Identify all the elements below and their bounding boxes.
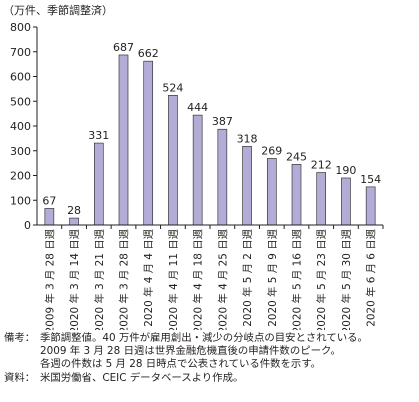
bar [242,145,252,226]
y-axis-unit-label: （万件、季節調整済） [3,3,113,17]
x-tick-label: 2009 年 3 月 28 日週 [43,228,56,330]
bar [217,128,228,226]
bar [291,164,302,226]
data-label: 212 [311,159,332,172]
data-label: 387 [212,115,233,128]
bar [192,114,203,226]
note-text: 2009 年 3 月 28 日週は世界金融危機直後の申請件数のピーク。 [40,345,341,358]
x-tick-label: 2020 年 3 月 28 日週 [118,228,131,330]
source-row: 資料： 米国労働省、CEIC データベースより作成。 [4,372,416,385]
note-row: 備考： 季節調整値。40 万件が雇用創出・減少の分岐点の目安とされている。 [4,332,416,345]
bar [341,177,351,226]
x-tick-label: 2020 年 4 月 4 日週 [142,228,155,326]
bar [168,95,178,226]
note-row: 各週の件数は 5 月 28 日時点で公表されている件数を示す。 [4,358,416,371]
y-tick-label: 400 [10,120,31,133]
bar [365,186,376,226]
data-label: 28 [67,204,81,217]
x-tick-label: 2020 年 4 月 11 日週 [167,228,180,330]
x-tick-label: 2020 年 5 月 9 日週 [266,228,279,326]
y-tick-label: 300 [10,145,31,158]
data-label: 524 [162,81,183,94]
data-label: 154 [360,173,381,186]
data-label: 662 [138,47,159,60]
bar [69,217,79,226]
note-label [4,358,40,371]
y-axis: 0 100 200 300 400 500 600 700 800 [10,21,37,232]
x-tick-label: 2020 年 5 月 30 日週 [340,228,353,330]
source-label: 資料： [4,371,36,384]
y-tick-label: 500 [10,95,31,108]
x-tick-label: 2020 年 4 月 18 日週 [192,228,205,330]
note-text: 季節調整値。40 万件が雇用創出・減少の分岐点の目安とされている。 [40,332,368,344]
bar-chart: （万件、季節調整済） 0 100 200 300 400 500 600 700 800 67 2… [3,3,384,330]
bar [266,158,277,226]
note-label [4,345,40,358]
note-row: 2009 年 3 月 28 日週は世界金融危機直後の申請件数のピーク。 [4,345,416,358]
data-label: 318 [237,132,258,145]
x-tick-label: 2020 年 3 月 21 日週 [93,228,106,330]
data-label: 687 [113,41,134,54]
bar [143,60,154,226]
bar [118,54,129,226]
data-label: 444 [187,101,208,114]
source-text: 米国労働省、CEIC データベースより作成。 [40,371,244,384]
y-tick-label: 800 [10,21,31,34]
y-tick-label: 700 [10,46,31,59]
x-tick-label: 2020 年 3 月 14 日週 [68,228,81,330]
bar [316,172,327,226]
x-axis: 2009 年 3 月 28 日週 2020 年 3 月 14 日週 2020 年 3… [43,225,384,330]
x-tick-label: 2020 年 4 月 25 日週 [216,228,229,330]
data-label: 331 [88,129,109,142]
bar [44,208,55,226]
data-label: 269 [261,144,282,157]
y-tick-label: 0 [24,219,31,232]
data-label: 245 [286,150,307,163]
bar [93,142,104,226]
y-tick-label: 100 [10,194,31,207]
y-tick-label: 600 [10,71,31,84]
note-label: 備考： [4,332,36,344]
x-tick-label: 2020 年 5 月 23 日週 [315,228,328,330]
note-text: 各週の件数は 5 月 28 日時点で公表されている件数を示す。 [40,358,322,371]
data-label: 67 [42,194,56,207]
y-tick-label: 200 [10,170,31,183]
x-tick-label: 2020 年 5 月 2 日週 [241,228,254,326]
notes: 備考： 季節調整値。40 万件が雇用創出・減少の分岐点の目安とされている。 20… [4,332,416,385]
x-tick-label: 2020 年 6 月 6 日週 [365,228,378,326]
data-label: 190 [335,164,356,177]
x-tick-label: 2020 年 5 月 16 日週 [291,228,304,330]
